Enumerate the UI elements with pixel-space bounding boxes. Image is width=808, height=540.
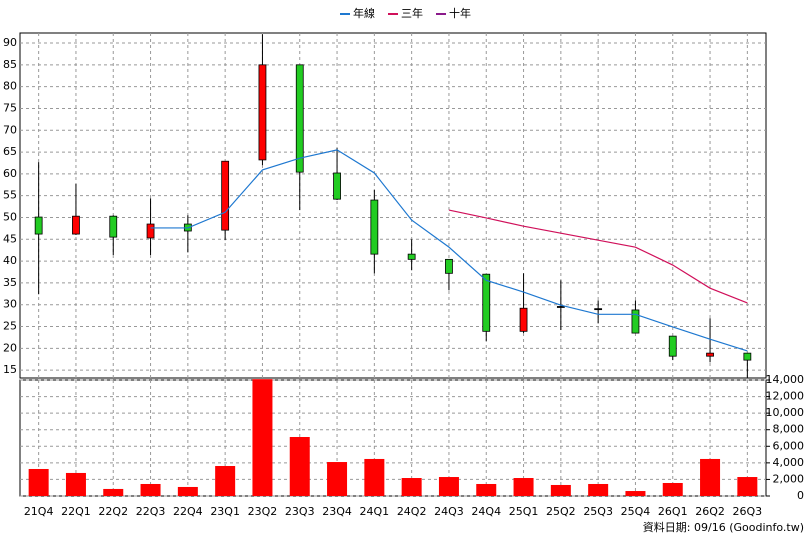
y-tick-label: 85 (3, 58, 17, 71)
x-tick-label: 23Q1 (210, 505, 240, 518)
y-tick-label: 60 (3, 167, 17, 180)
candle-body (594, 308, 603, 311)
bar (737, 477, 758, 496)
bar (550, 484, 571, 496)
candle-body (445, 258, 453, 274)
bar (438, 477, 459, 496)
bar (177, 486, 198, 496)
bar (401, 478, 422, 496)
x-tick-label: 24Q1 (360, 505, 390, 518)
x-tick-label: 26Q2 (695, 505, 725, 518)
legend-label: 十年 (449, 6, 471, 20)
x-tick-label: 23Q4 (322, 505, 352, 518)
bar (215, 466, 236, 496)
y-tick-label: 2,000 (773, 472, 805, 485)
y-tick-label: 45 (3, 232, 17, 245)
candle-body (407, 253, 416, 260)
x-tick-label: 24Q2 (397, 505, 427, 518)
x-tick-label: 25Q2 (546, 505, 576, 518)
y-tick-label: 70 (3, 123, 17, 136)
line-series (150, 149, 748, 352)
y-tick-label: 6,000 (773, 439, 805, 452)
y-tick-label: 50 (3, 210, 17, 223)
legend-label: 三年 (401, 6, 423, 20)
y-tick-label: 4,000 (773, 456, 805, 469)
candle-body (221, 160, 230, 231)
y-tick-label: 8,000 (773, 423, 805, 436)
bar (662, 482, 683, 496)
candle-body (370, 199, 379, 255)
bar (700, 458, 721, 496)
bar (364, 458, 385, 496)
line-series (448, 209, 748, 304)
bar (327, 462, 348, 496)
x-tick-label: 22Q2 (98, 505, 128, 518)
x-tick-label: 24Q4 (471, 505, 501, 518)
candle-body (706, 352, 714, 357)
candle-body (109, 215, 118, 238)
y-tick-label: 10,000 (766, 406, 805, 419)
y-tick-label: 55 (3, 189, 17, 202)
footer: 資料日期: 09/16 (Goodinfo.tw) (643, 520, 804, 534)
candle-body (556, 306, 565, 308)
x-tick-label: 22Q1 (61, 505, 91, 518)
candle-body (668, 335, 677, 357)
x-tick-label: 24Q3 (434, 505, 464, 518)
y-tick-label: 40 (3, 254, 17, 267)
y-tick-label: 12,000 (766, 390, 805, 403)
x-tick-label: 25Q3 (583, 505, 613, 518)
legend-label: 年線 (353, 6, 375, 20)
volume-frame (19, 379, 767, 497)
candle-body (482, 273, 491, 332)
bar (476, 483, 497, 496)
x-tick-label: 21Q4 (24, 505, 54, 518)
y-tick-label: 14,000 (766, 373, 805, 386)
candle-body (519, 307, 528, 332)
candle-body (258, 64, 267, 161)
bar (513, 478, 534, 496)
y-tick-label: 0 (797, 489, 804, 502)
bar (65, 472, 86, 496)
y-tick-label: 30 (3, 298, 17, 311)
y-tick-label: 75 (3, 101, 17, 114)
candle-body (72, 215, 80, 235)
candle-body (333, 172, 341, 200)
x-tick-label: 22Q3 (136, 505, 166, 518)
bar (140, 483, 161, 496)
y-tick-label: 15 (3, 363, 17, 376)
x-tick-label: 22Q4 (173, 505, 203, 518)
candle-body (631, 309, 640, 334)
price-frame (19, 32, 767, 379)
bar (252, 379, 273, 496)
y-tick-label: 65 (3, 145, 17, 158)
y-tick-label: 90 (3, 36, 17, 49)
bar (289, 437, 310, 496)
y-tick-label: 25 (3, 320, 17, 333)
candle-body (295, 64, 304, 173)
bar (28, 468, 49, 496)
y-tick-label: 80 (3, 80, 17, 93)
x-tick-label: 23Q3 (285, 505, 315, 518)
bar (103, 488, 124, 496)
x-tick-label: 26Q3 (733, 505, 763, 518)
x-tick-label: 25Q4 (621, 505, 651, 518)
x-tick-label: 25Q1 (509, 505, 539, 518)
x-tick-label: 26Q1 (658, 505, 688, 518)
y-tick-label: 35 (3, 276, 17, 289)
candle-body (743, 352, 752, 361)
candle-body (146, 223, 155, 239)
candle-body (34, 216, 43, 235)
y-tick-label: 20 (3, 341, 17, 354)
x-tick-label: 23Q2 (248, 505, 278, 518)
bar (588, 483, 609, 496)
bar (625, 491, 646, 496)
